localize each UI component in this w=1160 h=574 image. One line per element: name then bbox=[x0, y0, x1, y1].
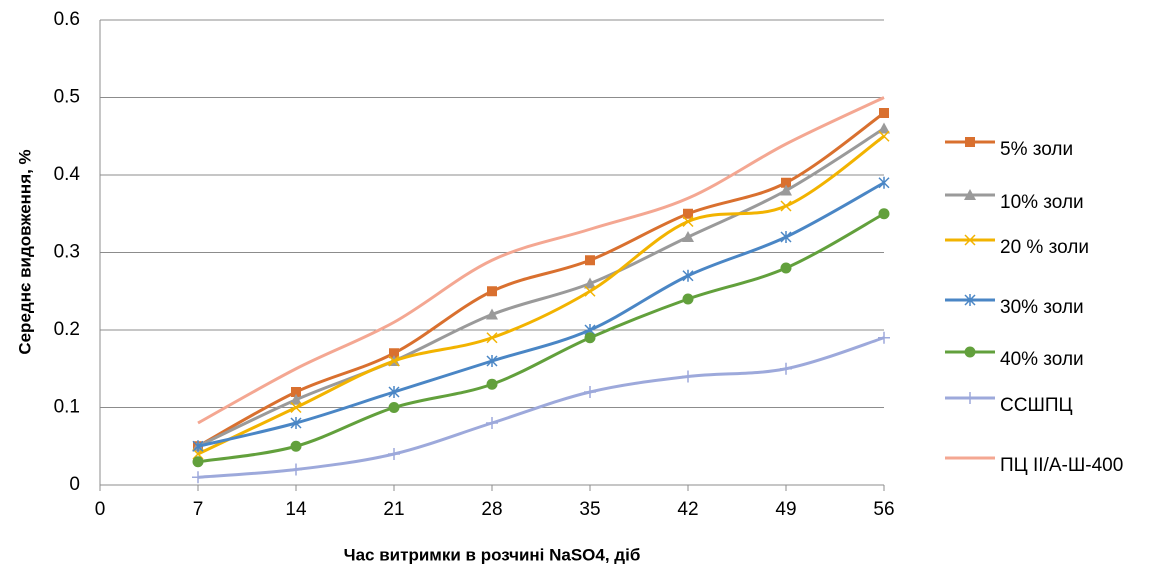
legend-label: 10% золи bbox=[1000, 192, 1084, 213]
marker bbox=[290, 463, 302, 476]
marker bbox=[584, 386, 596, 398]
marker bbox=[780, 362, 792, 375]
series-line bbox=[197, 336, 885, 479]
x-tick-label: 35 bbox=[579, 499, 600, 520]
series-line bbox=[197, 181, 885, 448]
marker bbox=[964, 346, 976, 358]
x-tick-label: 0 bbox=[95, 499, 106, 520]
y-tick-label: 0.3 bbox=[54, 242, 80, 263]
marker bbox=[878, 130, 890, 142]
marker bbox=[879, 108, 889, 118]
marker bbox=[192, 448, 204, 460]
marker bbox=[878, 331, 890, 344]
marker bbox=[486, 332, 498, 344]
marker bbox=[682, 293, 694, 305]
marker bbox=[683, 208, 693, 219]
marker bbox=[388, 402, 400, 413]
marker bbox=[486, 417, 498, 429]
y-axis-title: Середнє видовження, % bbox=[15, 149, 34, 354]
marker bbox=[486, 355, 498, 367]
x-tick-label: 21 bbox=[383, 499, 404, 520]
y-tick-label: 0.4 bbox=[54, 164, 81, 185]
series-line bbox=[197, 127, 885, 448]
marker bbox=[388, 355, 400, 367]
marker bbox=[290, 401, 302, 414]
y-tick-label: 0.2 bbox=[54, 319, 80, 340]
y-tick-label: 0.6 bbox=[54, 9, 80, 30]
legend-label: 20 % золи bbox=[1000, 237, 1089, 258]
marker bbox=[682, 215, 694, 228]
legend-label: 30% золи bbox=[1000, 297, 1084, 318]
legend-label: 40% золи bbox=[1000, 349, 1084, 370]
marker bbox=[486, 378, 498, 390]
x-tick-label: 49 bbox=[775, 499, 796, 520]
marker bbox=[584, 285, 596, 297]
marker bbox=[878, 208, 890, 220]
marker bbox=[964, 234, 976, 246]
marker bbox=[585, 255, 595, 266]
x-tick-label: 42 bbox=[677, 499, 698, 520]
marker bbox=[964, 294, 976, 306]
marker bbox=[682, 370, 694, 383]
marker bbox=[388, 448, 400, 460]
marker bbox=[192, 456, 204, 468]
x-tick-label: 56 bbox=[873, 499, 894, 520]
marker bbox=[192, 440, 204, 453]
marker bbox=[780, 262, 792, 274]
x-tick-label: 7 bbox=[193, 499, 204, 520]
marker bbox=[584, 332, 596, 344]
x-axis-title: Час витримки в розчині NaSO4, діб bbox=[344, 545, 641, 564]
marker bbox=[192, 471, 204, 484]
marker bbox=[388, 386, 400, 398]
legend-label: 5% золи bbox=[1000, 139, 1073, 160]
series-line bbox=[197, 212, 885, 464]
marker bbox=[290, 393, 302, 405]
marker bbox=[780, 231, 792, 243]
marker bbox=[291, 387, 301, 397]
series-line bbox=[197, 135, 885, 456]
marker bbox=[964, 392, 976, 404]
y-tick-label: 0.1 bbox=[54, 397, 80, 418]
marker bbox=[780, 184, 792, 196]
marker bbox=[878, 176, 890, 189]
marker bbox=[878, 122, 890, 134]
marker bbox=[682, 269, 694, 282]
marker bbox=[290, 440, 302, 452]
marker bbox=[290, 417, 302, 429]
x-tick-label: 28 bbox=[481, 499, 502, 520]
marker bbox=[584, 277, 596, 289]
marker bbox=[487, 286, 497, 297]
marker bbox=[965, 137, 975, 147]
x-tick-label: 14 bbox=[285, 499, 307, 520]
marker bbox=[781, 177, 791, 188]
y-tick-label: 0.5 bbox=[54, 87, 80, 108]
y-tick-label: 0 bbox=[69, 474, 80, 495]
marker bbox=[682, 231, 694, 242]
legend-label: ПЦ II/А-Ш-400 bbox=[1000, 455, 1123, 476]
legend-label: ССШПЦ bbox=[1000, 395, 1073, 416]
marker bbox=[389, 348, 399, 359]
marker bbox=[486, 308, 498, 320]
series-line bbox=[197, 96, 885, 425]
series-line bbox=[197, 111, 885, 448]
marker bbox=[964, 189, 976, 200]
marker bbox=[780, 200, 792, 212]
